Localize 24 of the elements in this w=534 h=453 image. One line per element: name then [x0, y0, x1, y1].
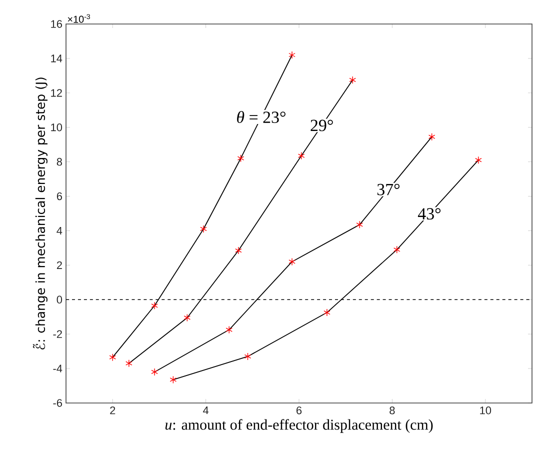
y-tick-label: 6: [56, 192, 62, 200]
y-tick-label: 16: [51, 20, 62, 28]
series-label: 29°: [310, 120, 333, 132]
x-tick-label: 6: [296, 406, 302, 414]
y-axis-title: ℰ̃: change in mechanical energy per step (J): [32, 78, 48, 350]
x-tick-label: 10: [480, 406, 492, 414]
y-tick-label: 12: [51, 89, 62, 97]
x-tick-label: 2: [110, 406, 116, 414]
series-label: 37°: [377, 184, 400, 196]
y-tick-label: -6: [53, 399, 62, 407]
y-tick-label: 4: [56, 226, 62, 234]
series-label: 43°: [418, 208, 441, 220]
y-tick-label: 10: [51, 123, 62, 132]
y-tick-label: 0: [56, 296, 62, 304]
series-label: θ = 23°: [237, 111, 286, 124]
y-tick-label: -4: [53, 364, 62, 372]
x-tick-label: 8: [390, 406, 395, 414]
y-tick-label: -2: [53, 330, 62, 338]
y-tick-label: 14: [51, 54, 62, 62]
text: ×10$^{-3}$: [68, 14, 90, 23]
y-tick-label: 2: [56, 261, 62, 269]
x-axis-title: u: amount of end-effector displacement (cm): [165, 419, 433, 433]
x-tick-label: 4: [203, 406, 209, 414]
y-tick-label: 8: [56, 158, 62, 166]
